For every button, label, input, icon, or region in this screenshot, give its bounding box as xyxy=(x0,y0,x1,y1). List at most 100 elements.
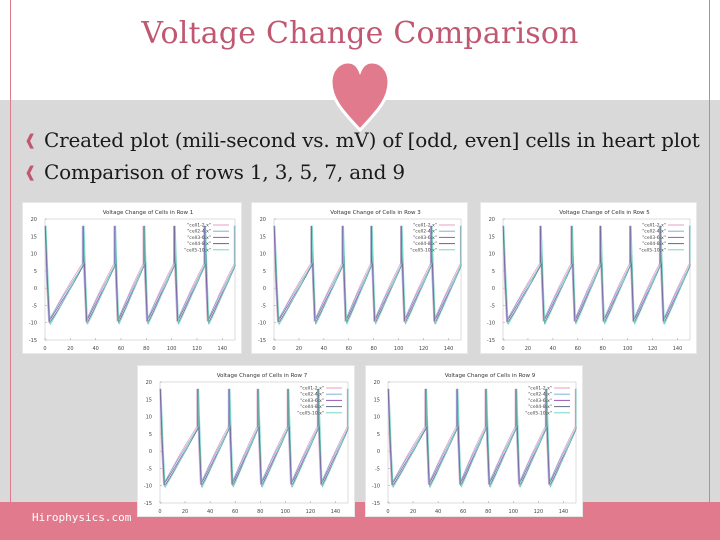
legend-label: "cell3-6.x" xyxy=(300,398,324,404)
y-tick-label: 10 xyxy=(489,252,495,258)
y-tick-label: -10 xyxy=(29,321,37,327)
x-tick-label: 140 xyxy=(444,346,454,352)
y-tick-label: -5 xyxy=(32,303,37,309)
y-tick-label: 5 xyxy=(492,269,495,275)
series-line xyxy=(44,225,236,322)
legend-label: "cell4-8.x" xyxy=(642,241,666,247)
y-tick-label: 0 xyxy=(263,286,266,292)
plot-row-9: Voltage Change of Cells in Row 9 -15 -10 -5… xyxy=(366,366,582,516)
y-tick-label: 10 xyxy=(31,252,37,258)
x-tick-label: 140 xyxy=(559,509,569,515)
plot-row-1: Voltage Change of Cells in Row 1 -15 -10 -5… xyxy=(23,203,241,353)
chart-title: Voltage Change of Cells in Row 1 xyxy=(103,210,194,216)
x-tick-label: 60 xyxy=(232,509,238,515)
x-tick-label: 100 xyxy=(623,346,633,352)
y-tick-label: -10 xyxy=(372,484,380,490)
x-tick-label: 60 xyxy=(346,346,352,352)
heart-icon xyxy=(329,60,391,132)
x-tick-label: 120 xyxy=(648,346,658,352)
series-line xyxy=(159,388,349,485)
x-tick-label: 140 xyxy=(218,346,228,352)
x-tick-label: 0 xyxy=(386,509,389,515)
title-frame xyxy=(10,0,710,100)
series-line xyxy=(159,388,349,486)
chart-svg: Voltage Change of Cells in Row 9 -15 -10 -5… xyxy=(372,373,577,515)
series-line xyxy=(387,388,576,487)
bullet-list: ❰ Created plot (mili-second vs. mV) of [… xyxy=(24,124,700,188)
series-line xyxy=(388,388,577,488)
plot-row-3: Voltage Change of Cells in Row 3 -15 -10 -5… xyxy=(252,203,467,353)
legend-label: "cell2-4.x" xyxy=(187,229,211,235)
legend-label: "cell1-2.x" xyxy=(300,386,324,392)
x-tick-label: 140 xyxy=(331,509,341,515)
x-tick-label: 120 xyxy=(419,346,429,352)
series-line xyxy=(502,225,690,324)
series-line xyxy=(503,225,691,326)
series-line xyxy=(274,225,462,325)
series-line xyxy=(503,225,691,325)
chart-svg: Voltage Change of Cells in Row 7 -15 -10 -5… xyxy=(144,373,349,515)
y-tick-label: 10 xyxy=(374,415,380,421)
x-tick-label: 20 xyxy=(67,346,73,352)
chart-title: Voltage Change of Cells in Row 7 xyxy=(217,373,308,379)
bullet-icon: ❰ xyxy=(24,131,37,149)
chart-svg: Voltage Change of Cells in Row 3 -15 -10 -5… xyxy=(258,210,462,352)
y-tick-label: 15 xyxy=(374,397,380,403)
series-line xyxy=(160,388,349,488)
series-line xyxy=(45,225,236,326)
x-tick-label: 120 xyxy=(306,509,316,515)
series-line xyxy=(387,388,577,486)
x-tick-label: 100 xyxy=(509,509,519,515)
y-tick-label: -5 xyxy=(147,466,152,472)
x-tick-label: 40 xyxy=(435,509,441,515)
x-tick-label: 140 xyxy=(673,346,683,352)
legend-label: "cell2-4.x" xyxy=(528,392,552,398)
legend-label: "cell3-6.x" xyxy=(642,235,666,241)
legend-label: "cell2-4.x" xyxy=(413,229,437,235)
series-line xyxy=(44,225,236,323)
legend-label: "cell5-10.x" xyxy=(297,410,324,416)
series-line xyxy=(159,388,348,487)
y-tick-label: 15 xyxy=(489,234,495,240)
x-tick-label: 60 xyxy=(460,509,466,515)
y-tick-label: -10 xyxy=(144,484,152,490)
x-tick-label: 120 xyxy=(192,346,202,352)
legend-label: "cell5-10.x" xyxy=(184,247,211,253)
x-tick-label: 60 xyxy=(118,346,124,352)
legend-label: "cell1-2.x" xyxy=(642,223,666,229)
legend-label: "cell4-8.x" xyxy=(300,404,324,410)
x-tick-label: 100 xyxy=(281,509,291,515)
x-tick-label: 0 xyxy=(272,346,275,352)
y-tick-label: 0 xyxy=(34,286,37,292)
x-tick-label: 80 xyxy=(600,346,606,352)
y-tick-label: 15 xyxy=(146,397,152,403)
series-line xyxy=(502,225,691,323)
legend-label: "cell3-6.x" xyxy=(187,235,211,241)
chart-svg: Voltage Change of Cells in Row 5 -15 -10 -5… xyxy=(487,210,691,352)
y-tick-label: 5 xyxy=(377,432,380,438)
legend-label: "cell1-2.x" xyxy=(528,386,552,392)
legend-label: "cell4-8.x" xyxy=(413,241,437,247)
footer-band xyxy=(0,502,720,540)
plot-frame xyxy=(44,218,236,341)
series-line xyxy=(273,225,462,323)
x-tick-label: 80 xyxy=(485,509,491,515)
x-tick-label: 80 xyxy=(371,346,377,352)
chart-svg: Voltage Change of Cells in Row 1 -15 -10 -5… xyxy=(29,210,236,352)
bullet-text: Comparison of rows 1, 3, 5, 7, and 9 xyxy=(44,160,405,184)
series-line xyxy=(273,225,462,322)
x-tick-label: 120 xyxy=(534,509,544,515)
chart-title: Voltage Change of Cells in Row 5 xyxy=(559,210,650,216)
x-tick-label: 0 xyxy=(158,509,161,515)
y-tick-label: -5 xyxy=(261,303,266,309)
series-line xyxy=(388,388,577,489)
x-tick-label: 0 xyxy=(501,346,504,352)
chart-title: Voltage Change of Cells in Row 3 xyxy=(330,210,421,216)
x-tick-label: 80 xyxy=(257,509,263,515)
legend-label: "cell5-10.x" xyxy=(410,247,437,253)
plot-frame xyxy=(273,218,462,341)
y-tick-label: -15 xyxy=(29,338,37,344)
x-tick-label: 100 xyxy=(167,346,177,352)
bullet-text: Created plot (mili-second vs. mV) of [od… xyxy=(44,128,700,152)
y-tick-label: -15 xyxy=(372,501,380,507)
